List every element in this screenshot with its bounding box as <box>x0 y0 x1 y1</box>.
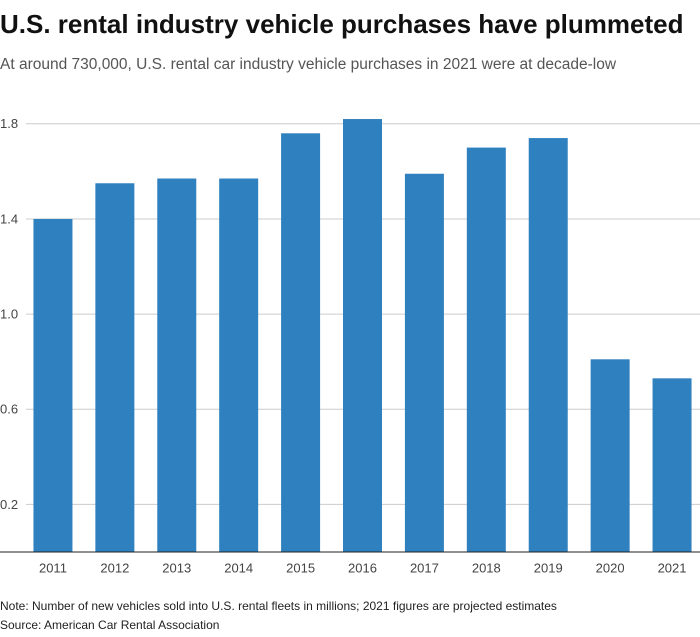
bar <box>157 178 197 553</box>
chart-source: Source: American Car Rental Association <box>0 618 219 632</box>
bar <box>590 359 630 552</box>
x-tick-label: 2020 <box>596 560 625 575</box>
chart-title: U.S. rental industry vehicle purchases h… <box>0 9 683 39</box>
bar <box>404 173 444 552</box>
x-tick-label: 2017 <box>410 560 439 575</box>
x-tick-label: 2019 <box>534 560 563 575</box>
chart-note: Note: Number of new vehicles sold into U… <box>0 599 557 613</box>
x-tick-label: 2015 <box>286 560 315 575</box>
y-tick-label: 1.4 <box>0 211 18 226</box>
y-tick-label: 0.2 <box>0 497 18 512</box>
y-tick-label: 1.8 <box>0 116 18 131</box>
x-tick-label: 2016 <box>348 560 377 575</box>
bar <box>466 147 506 552</box>
bar <box>33 218 73 552</box>
y-tick-label: 0.6 <box>0 402 18 417</box>
x-tick-label: 2021 <box>658 560 687 575</box>
y-tick-label: 1.0 <box>0 307 18 322</box>
x-tick-label: 2013 <box>162 560 191 575</box>
x-tick-label: 2018 <box>472 560 501 575</box>
x-tick-label: 2011 <box>39 560 67 575</box>
bar <box>528 138 568 552</box>
x-tick-label: 2012 <box>100 560 129 575</box>
bar <box>281 133 321 552</box>
bar <box>95 183 135 552</box>
chart-subtitle: At around 730,000, U.S. rental car indus… <box>0 56 617 73</box>
bar <box>219 178 259 553</box>
x-tick-label: 2014 <box>224 560 253 575</box>
bar <box>652 378 692 552</box>
bar <box>343 119 382 552</box>
